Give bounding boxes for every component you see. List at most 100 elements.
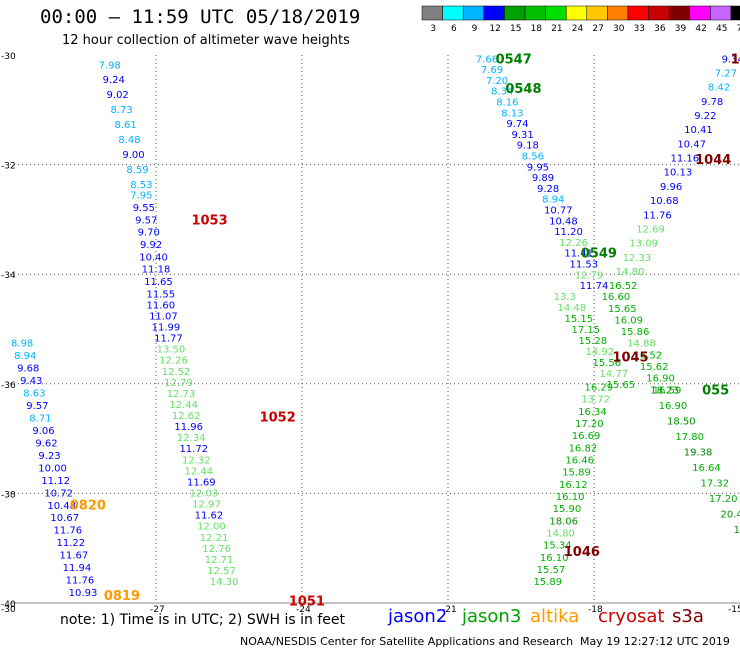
wave-height-label: 15.15 (564, 314, 593, 325)
wave-height-label: 11.53 (569, 260, 598, 271)
wave-height-label: 9.23 (38, 451, 60, 462)
pass-number-label: 055 (702, 383, 729, 398)
wave-height-label: 10.72 (44, 488, 73, 499)
wave-height-label: 8.42 (708, 83, 730, 94)
wave-height-label: 7.98 (99, 60, 121, 71)
colorbar-label: 6 (451, 24, 457, 34)
wave-height-label: 8.59 (126, 165, 148, 176)
wave-height-label: 12.57 (207, 566, 236, 577)
wave-height-label: 16.90 (646, 374, 675, 385)
wave-height-label: 17.32 (701, 478, 730, 489)
wave-height-label: 15.65 (606, 380, 635, 391)
wave-height-label: 10.77 (544, 206, 573, 217)
wave-height-label: 12.26 (559, 238, 588, 249)
colorbar-swatch (689, 5, 711, 21)
wave-height-label: 16.69 (572, 431, 601, 442)
wave-height-label: 8.13 (501, 108, 523, 119)
pass-number-label: 1051 (289, 594, 325, 609)
wave-height-label: 12.71 (205, 555, 234, 566)
pass-number-label: 0819 (104, 589, 140, 604)
wave-height-label: 12.00 (197, 522, 226, 533)
colorbar-label: 42 (695, 24, 706, 34)
wave-height-label: 12.76 (202, 544, 231, 555)
y-tick-label: -34 (1, 271, 16, 281)
wave-height-label: 12.62 (172, 411, 201, 422)
wave-height-label: 16.09 (614, 315, 643, 326)
wave-height-label: 9.02 (107, 90, 129, 101)
pass-number-label: 1045 (612, 350, 648, 365)
wave-height-label: 11.22 (57, 538, 86, 549)
colorbar-label: 36 (654, 24, 666, 34)
pass-number-label: 1052 (260, 411, 296, 426)
colorbar-swatch (668, 5, 691, 21)
x-tick-label: -27 (150, 605, 165, 615)
wave-height-label: 16.60 (602, 292, 631, 303)
wave-height-label: 12.26 (159, 356, 188, 367)
wave-height-label: 9.89 (532, 173, 554, 184)
pass-number-label: 1 (731, 52, 740, 67)
wave-height-label: 15.28 (578, 336, 607, 347)
pass-number-label: 0549 (581, 246, 617, 261)
wave-height-label: 10.68 (650, 196, 679, 207)
wave-height-label: 8.71 (29, 414, 51, 425)
wave-height-label: 10.13 (664, 168, 693, 179)
colorbar-label: 3 (430, 24, 436, 34)
wave-height-label: 19.38 (684, 447, 713, 458)
mission-label-cryosat: cryosat (598, 606, 665, 627)
colorbar-swatch (483, 5, 505, 21)
mission-label-jason3: jason3 (462, 606, 522, 627)
colorbar-swatch (545, 5, 567, 21)
wave-height-label: 8.34 (491, 87, 513, 98)
colorbar-swatch (524, 5, 546, 21)
page-subtitle: 12 hour collection of altimeter wave hei… (62, 33, 350, 48)
wave-height-label: 15.86 (621, 327, 650, 338)
wave-height-label: 17.15 (571, 325, 600, 336)
colorbar-swatch (442, 5, 464, 21)
wave-height-label: 11.41 (564, 249, 593, 260)
wave-height-label: 13.50 (157, 345, 186, 356)
wave-height-label: 9.24 (103, 75, 125, 86)
wave-height-label: 14.80 (616, 267, 645, 278)
colorbar-label: 45 (716, 24, 727, 34)
wave-height-label: 16.10 (540, 553, 569, 564)
wave-height-label: 9.34 (722, 54, 740, 65)
x-tick-label: -15 (728, 605, 740, 615)
colorbar-swatch (730, 5, 740, 21)
wave-height-label: 12.73 (167, 389, 196, 400)
wave-height-label: 11.77 (154, 334, 183, 345)
wave-height-label: 12.34 (177, 433, 206, 444)
y-tick-label: -36 (1, 381, 16, 391)
wave-height-label: 13.09 (629, 239, 658, 250)
wave-height-label: 11.67 (60, 551, 89, 562)
x-tick-label: -21 (442, 605, 457, 615)
wave-height-label: 15.90 (553, 504, 582, 515)
wave-height-label: 9.00 (122, 150, 144, 161)
wave-height-label: 15.56 (592, 358, 621, 369)
y-tick-label: -38 (1, 490, 16, 500)
pass-number-label: 0820 (70, 498, 106, 513)
wave-height-label: 16.29 (585, 383, 614, 394)
wave-height-label: 8.53 (130, 180, 152, 191)
colorbar-label: 39 (675, 24, 687, 34)
wave-height-label: 12.52 (162, 367, 191, 378)
wave-height-label: 9.55 (133, 203, 155, 214)
wave-height-label: 16.90 (659, 401, 688, 412)
colorbar-swatch (586, 5, 608, 21)
wave-height-label: 14.30 (210, 577, 239, 588)
wave-height-label: 16.12 (559, 480, 588, 491)
wave-height-label: 18.50 (667, 416, 696, 427)
colorbar-label: 12 (489, 24, 500, 34)
pass-number-label: 0548 (505, 82, 541, 97)
wave-height-label: 15.57 (537, 565, 566, 576)
x-tick-label: -30 (1, 605, 16, 615)
pass-number-label: 0547 (496, 52, 532, 67)
wave-height-label: 8.63 (23, 389, 45, 400)
colorbar-label: 18 (531, 24, 543, 34)
colorbar-swatch (648, 5, 670, 21)
wave-height-label: 8.98 (11, 339, 33, 350)
wave-height-label: 10.67 (50, 513, 79, 524)
x-tick-label: -18 (588, 605, 603, 615)
wave-height-label: 11.72 (179, 444, 208, 455)
wave-height-label: 15.89 (562, 468, 591, 479)
